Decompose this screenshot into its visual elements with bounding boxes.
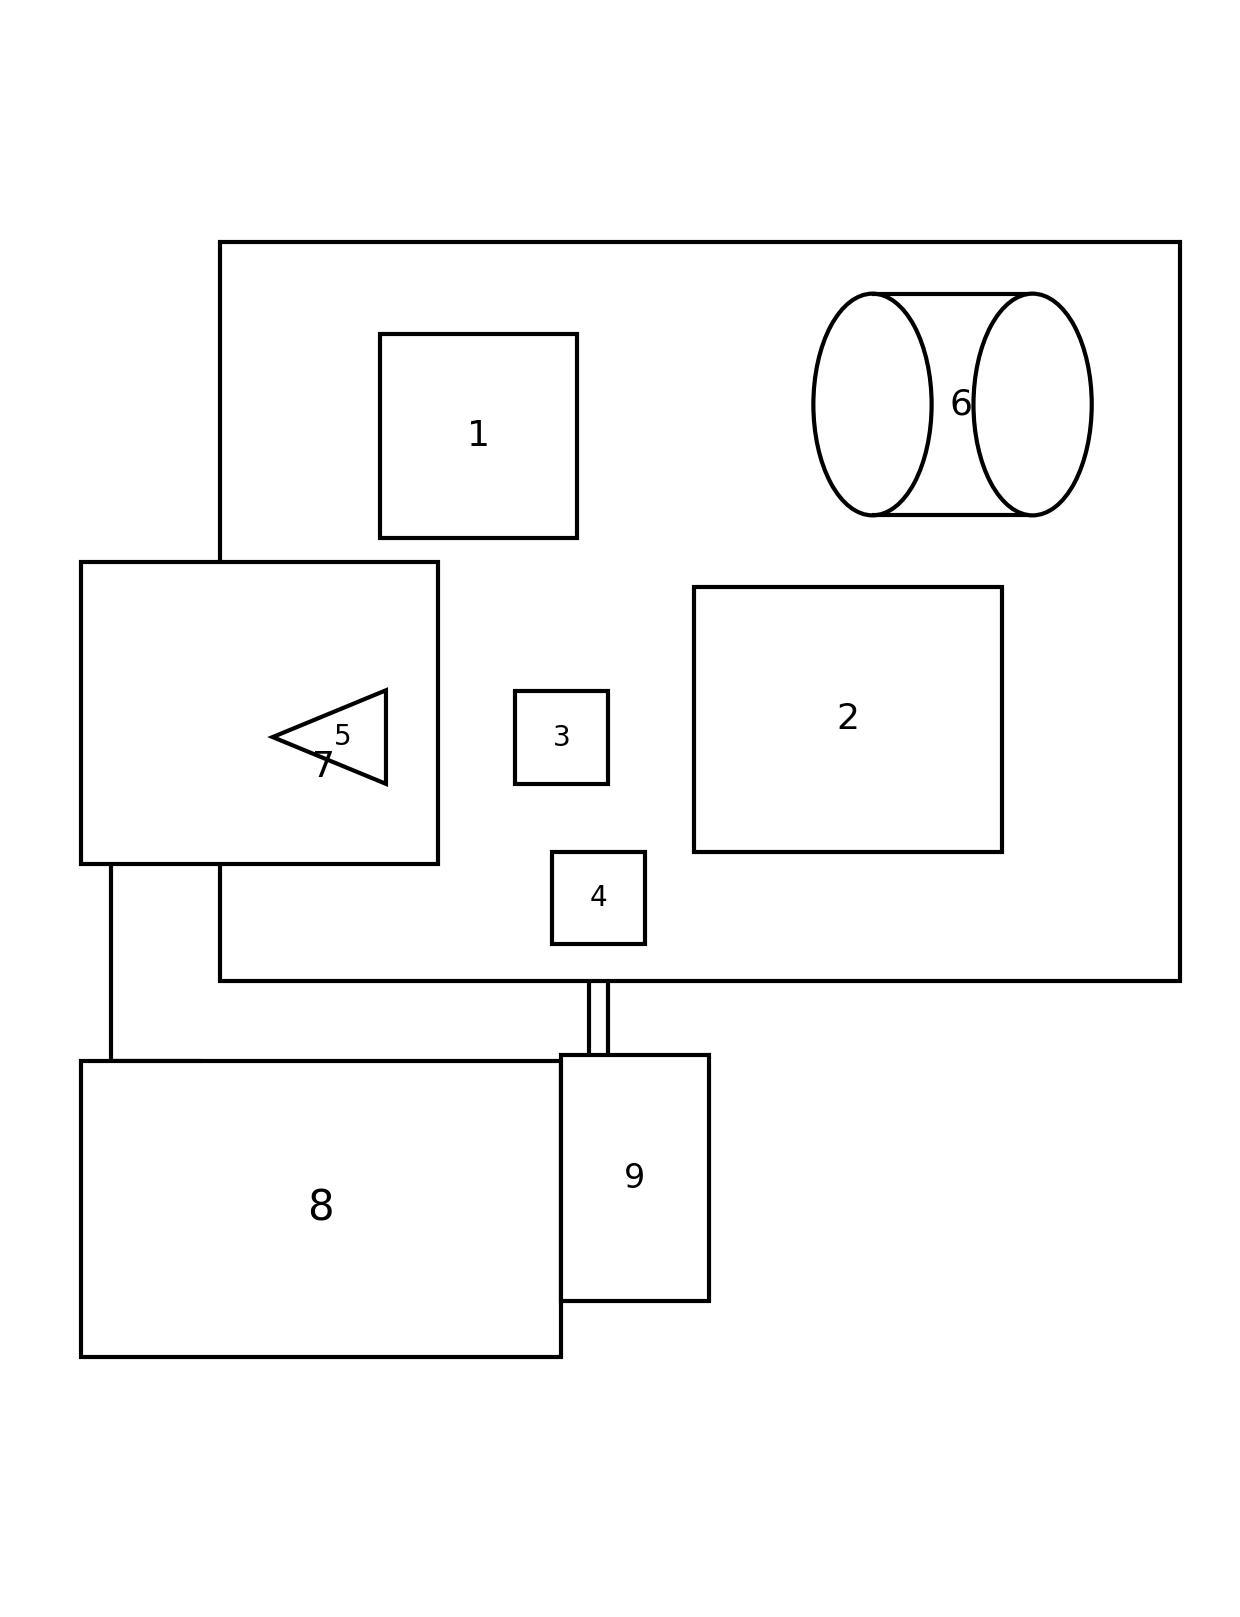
Bar — [516, 692, 608, 784]
Text: 9: 9 — [624, 1161, 645, 1195]
Text: 8: 8 — [308, 1188, 334, 1231]
Text: 3: 3 — [553, 724, 570, 752]
Bar — [81, 1061, 560, 1357]
Text: 7: 7 — [312, 750, 335, 784]
Bar — [552, 852, 645, 944]
Text: 1: 1 — [466, 419, 490, 453]
Bar — [379, 335, 577, 537]
Bar — [694, 587, 1002, 852]
Ellipse shape — [973, 294, 1091, 516]
Text: 5: 5 — [334, 723, 352, 750]
Bar — [219, 243, 1180, 982]
Text: 4: 4 — [590, 884, 608, 912]
Text: 6: 6 — [949, 388, 972, 422]
Text: 2: 2 — [836, 702, 859, 736]
Bar — [81, 563, 438, 863]
Bar — [560, 1054, 709, 1302]
